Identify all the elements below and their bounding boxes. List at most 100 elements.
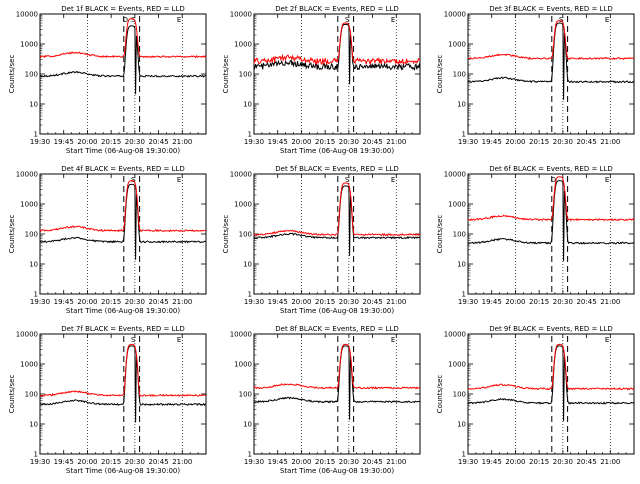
det-2f-y-tick-label: 100: [239, 71, 252, 79]
det-2f-y-label: Counts/sec: [222, 55, 230, 94]
det-8f-y-tick-label: 1000: [234, 361, 252, 369]
det-7f-title: Det 7f BLACK = Events, RED = LLD: [61, 325, 184, 333]
det-7f-panel: 19:30 19:45 20:00 20:15 20:30 20:45 21:00 1 10 10…: [8, 325, 207, 475]
det-1f-panel: 19:30 19:45 20:00 20:15 20:30 20:45 21:00 1 10 10…: [8, 5, 207, 155]
det-6f-y-label: Counts/sec: [436, 215, 444, 254]
det-9f-lld-series-line: [467, 343, 635, 391]
det-1f-x-tick-label: 20:15: [101, 138, 121, 146]
det-2f-lld-series-line: [253, 22, 421, 66]
det-4f-x-tick-label: 20:15: [101, 298, 121, 306]
det-6f-x-tick-label: 20:15: [529, 298, 549, 306]
det-8f-lld-series-line: [253, 343, 421, 390]
det-9f-x-tick-label: 21:00: [600, 458, 620, 466]
det-3f-lld-series-line: [467, 20, 635, 61]
det-4f-y-tick-label: 10: [29, 261, 38, 269]
det-5f-x-tick-label: 19:30: [244, 298, 264, 306]
det-8f-y-tick-label: 10: [243, 421, 252, 429]
det-5f-x-tick-label: 21:00: [386, 298, 406, 306]
det-1f-x-tick-label: 19:30: [30, 138, 50, 146]
det-4f-panel: 19:30 19:45 20:00 20:15 20:30 20:45 21:00 1 10 10…: [8, 165, 207, 315]
det-5f-y-tick-label: 1: [248, 291, 252, 299]
det-1f-x-tick-label: 20:45: [148, 138, 168, 146]
det-9f-title: Det 9f BLACK = Events, RED = LLD: [489, 325, 612, 333]
det-1f-events-series-line: [39, 25, 207, 95]
det-2f-plot-frame: [253, 13, 421, 135]
det-4f-x-tick-label: 20:00: [77, 298, 97, 306]
det-1f-x-tick-label: 20:00: [77, 138, 97, 146]
det-4f-x-tick-label: 19:45: [54, 298, 74, 306]
det-7f-y-tick-label: 10000: [16, 331, 38, 339]
det-7f-y-tick-label: 100: [25, 391, 38, 399]
det-5f-y-tick-label: 1000: [234, 201, 252, 209]
det-7f-y-label: Counts/sec: [8, 375, 16, 414]
det-7f-x-tick-label: 20:15: [101, 458, 121, 466]
det-6f-marker-label: E: [605, 176, 609, 184]
det-4f-x-tick-label: 21:00: [172, 298, 192, 306]
det-2f-title: Det 2f BLACK = Events, RED = LLD: [275, 5, 398, 13]
det-1f-marker-label: E: [177, 16, 181, 24]
det-5f-title: Det 5f BLACK = Events, RED = LLD: [275, 165, 398, 173]
det-4f-y-tick-label: 1000: [20, 201, 38, 209]
det-9f-marker-label: E: [605, 336, 609, 344]
det-1f-title: Det 1f BLACK = Events, RED = LLD: [61, 5, 184, 13]
det-5f-y-label: Counts/sec: [222, 215, 230, 254]
det-8f-events-series-line: [253, 345, 421, 420]
det-5f-y-tick-label: 100: [239, 231, 252, 239]
det-2f-x-tick-label: 19:30: [244, 138, 264, 146]
det-3f-events-series-line: [467, 22, 635, 100]
det-4f-x-tick-label: 20:45: [148, 298, 168, 306]
det-2f-x-tick-label: 20:30: [339, 138, 359, 146]
det-7f-lld-series-line: [39, 343, 207, 398]
det-9f-x-tick-label: 19:45: [482, 458, 502, 466]
det-7f-y-tick-label: 1000: [20, 361, 38, 369]
det-4f-lld-series-line: [39, 180, 207, 233]
det-6f-x-tick-label: 19:30: [458, 298, 478, 306]
det-7f-y-tick-label: 1: [34, 451, 38, 459]
det-3f-y-tick-label: 100: [453, 71, 466, 79]
det-5f-x-tick-label: 20:45: [362, 298, 382, 306]
det-4f-y-label: Counts/sec: [8, 215, 16, 254]
det-5f-panel: 19:30 19:45 20:00 20:15 20:30 20:45 21:00 1 10 10…: [222, 165, 421, 315]
det-7f-x-tick-label: 19:45: [54, 458, 74, 466]
det-2f-x-tick-label: 21:00: [386, 138, 406, 146]
det-8f-title: Det 8f BLACK = Events, RED = LLD: [275, 325, 398, 333]
det-3f-x-tick-label: 21:00: [600, 138, 620, 146]
det-9f-x-tick-label: 19:30: [458, 458, 478, 466]
det-2f-x-label: Start Time (06-Aug-08 19:30:00): [280, 147, 394, 155]
det-4f-y-tick-label: 1: [34, 291, 38, 299]
det-8f-x-tick-label: 20:45: [362, 458, 382, 466]
det-3f-x-tick-label: 20:15: [529, 138, 549, 146]
det-9f-y-tick-label: 10000: [444, 331, 466, 339]
det-1f-y-tick-label: 1000: [20, 41, 38, 49]
det-4f-events-series-line: [39, 183, 207, 260]
det-2f-x-tick-label: 19:45: [268, 138, 288, 146]
det-7f-x-tick-label: 20:30: [125, 458, 145, 466]
det-2f-y-tick-label: 1: [248, 131, 252, 139]
det-5f-marker-label: S: [345, 176, 350, 184]
det-8f-x-tick-label: 20:30: [339, 458, 359, 466]
det-3f-y-tick-label: 10: [457, 101, 466, 109]
det-3f-x-tick-label: 20:45: [576, 138, 596, 146]
det-9f-x-tick-label: 20:30: [553, 458, 573, 466]
det-3f-panel: 19:30 19:45 20:00 20:15 20:30 20:45 21:00 1 10 10…: [436, 5, 635, 146]
det-4f-marker-label: S: [131, 176, 136, 184]
det-2f-marker-label: S: [345, 16, 350, 24]
det-3f-title: Det 3f BLACK = Events, RED = LLD: [489, 5, 612, 13]
det-6f-plot-frame: [467, 173, 635, 295]
det-3f-x-tick-label: 19:30: [458, 138, 478, 146]
det-4f-x-label: Start Time (06-Aug-08 19:30:00): [66, 307, 180, 315]
det-6f-x-tick-label: 19:45: [482, 298, 502, 306]
det-4f-plot-frame: [39, 173, 207, 295]
det-2f-y-tick-label: 10: [243, 101, 252, 109]
det-5f-x-tick-label: 20:15: [315, 298, 335, 306]
det-5f-events-series-line: [253, 185, 421, 256]
det-7f-marker-label: E: [177, 336, 181, 344]
det-8f-plot-frame: [253, 333, 421, 455]
det-6f-panel: 19:30 19:45 20:00 20:15 20:30 20:45 21:00 1 10 10…: [436, 165, 635, 306]
det-5f-y-tick-label: 10: [243, 261, 252, 269]
det-1f-x-label: Start Time (06-Aug-08 19:30:00): [66, 147, 180, 155]
det-8f-x-tick-label: 20:15: [315, 458, 335, 466]
det-8f-y-tick-label: 10000: [230, 331, 252, 339]
